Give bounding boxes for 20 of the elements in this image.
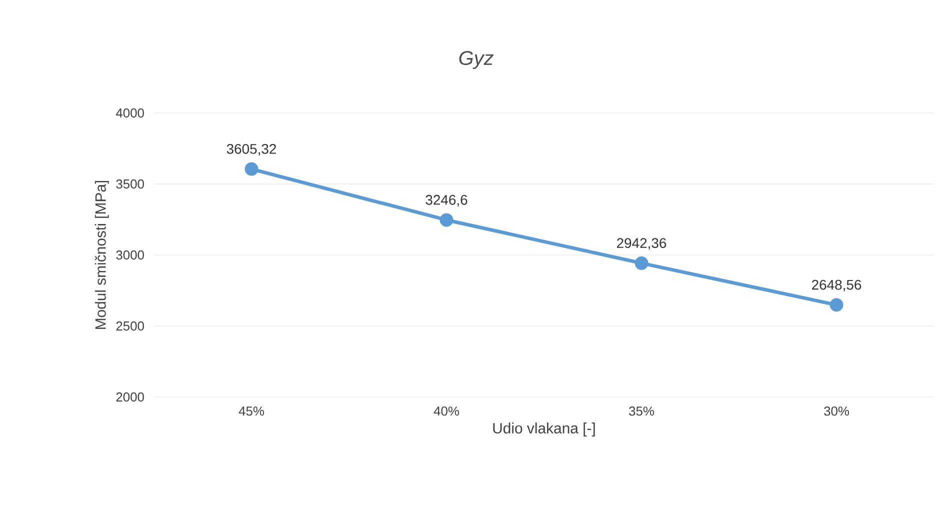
x-tick-label: 35% [629, 406, 654, 416]
data-label: 2942,36 [617, 238, 666, 250]
data-label: 2648,56 [812, 280, 862, 292]
data-label: 3246,6 [426, 194, 468, 206]
x-tick-label: 30% [824, 406, 850, 416]
point [830, 298, 844, 312]
y-tick-label: 3500 [116, 179, 144, 189]
x-tick-label: 40% [434, 406, 460, 416]
y-axis-title: Modul smičnosti [MPa] [94, 180, 109, 329]
chart-title: Gyz [459, 50, 494, 70]
x-tick-label: 45% [238, 406, 264, 416]
y-tick-label: 2000 [116, 392, 144, 402]
data-label: 3605,32 [226, 144, 276, 156]
x-axis-title: Udio vlakana [-] [493, 422, 595, 436]
point [244, 162, 258, 176]
point [440, 213, 454, 227]
point [634, 256, 648, 270]
y-tick-label: 4000 [116, 108, 144, 118]
y-tick-label: 3000 [116, 250, 144, 260]
y-tick-label: 2500 [116, 321, 144, 331]
